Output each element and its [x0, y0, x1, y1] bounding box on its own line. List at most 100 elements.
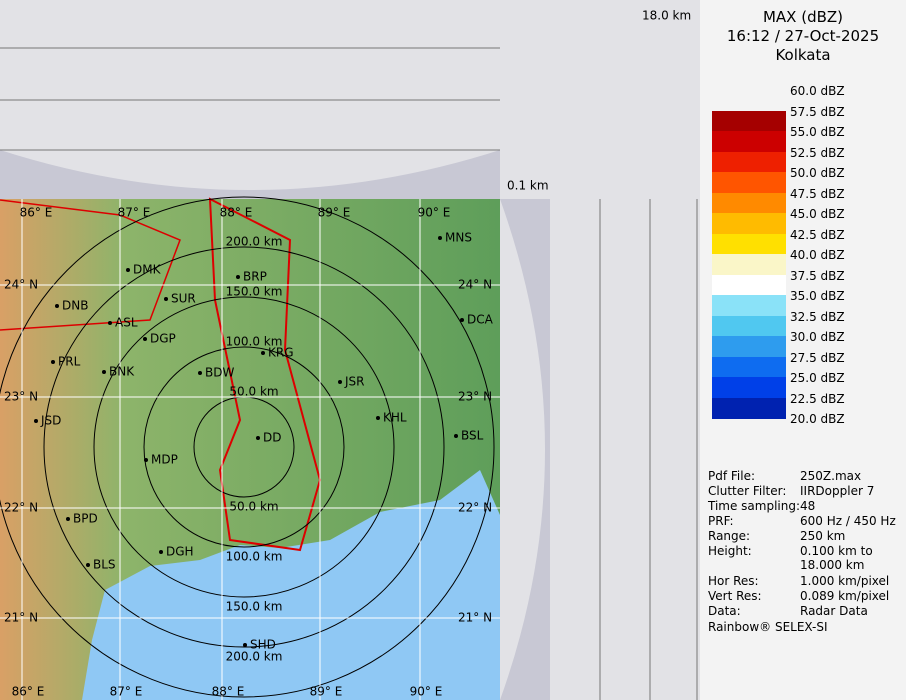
ring-label: 50.0 km	[229, 385, 278, 399]
latitude-label: 24° N	[4, 278, 38, 292]
city-label: MNS	[445, 231, 472, 245]
latitude-label: 22° N	[458, 501, 492, 515]
longitude-label: 89° E	[318, 206, 351, 220]
legend-label: 35.0 dBZ	[790, 289, 845, 303]
legend-swatch	[712, 131, 786, 153]
city-label: JSR	[344, 375, 365, 389]
legend-label: 47.5 dBZ	[790, 186, 845, 201]
city-label: KHL	[383, 411, 407, 425]
meta-label: PRF:	[708, 514, 734, 528]
meta-value: 1.000 km/pixel	[800, 574, 890, 588]
city-dot	[86, 563, 90, 567]
city-dot	[102, 370, 106, 374]
latitude-label: 23° N	[458, 390, 492, 404]
city-dot	[164, 297, 168, 301]
meta-value: 0.089 km/pixel	[800, 589, 890, 603]
station: Kolkata	[775, 46, 831, 64]
legend-label: 42.5 dBZ	[790, 227, 845, 242]
city-dot	[143, 337, 147, 341]
legend-swatch	[712, 274, 786, 296]
legend-swatch	[712, 336, 786, 358]
city-dot	[198, 371, 202, 375]
city-dot	[376, 416, 380, 420]
city-label: KRG	[268, 346, 294, 360]
legend-swatch	[712, 254, 786, 276]
radar-map: 18.0 km 0.1 km 86° E 86° E 87° E 87° E 88° E…	[0, 0, 700, 700]
legend-label: 37.5 dBZ	[790, 268, 845, 283]
legend-label: 25.0 dBZ	[790, 371, 845, 385]
legend-label: 55.0 dBZ	[790, 125, 845, 139]
legend-label: 27.5 dBZ	[790, 350, 845, 365]
ring-label: 50.0 km	[229, 500, 278, 514]
sea	[82, 470, 500, 700]
city-dot	[108, 321, 112, 325]
city-dot	[126, 268, 130, 272]
city-label: BRP	[243, 270, 267, 284]
legend-swatch	[712, 377, 786, 399]
city-dot	[144, 458, 148, 462]
legend-swatch	[712, 233, 786, 255]
city-label: SHD	[250, 638, 276, 652]
city-label: BPD	[73, 512, 98, 526]
meta-label: Vert Res:	[708, 589, 762, 603]
city-dot	[51, 360, 55, 364]
legend-swatch	[712, 397, 786, 419]
city-label: SUR	[171, 292, 196, 306]
meta-value: Radar Data	[800, 604, 868, 618]
meta-value: 600 Hz / 450 Hz	[800, 514, 896, 528]
meta-label: Range:	[708, 529, 751, 543]
ring-label: 200.0 km	[226, 650, 283, 664]
meta-label: Height:	[708, 544, 752, 558]
ring-label: 150.0 km	[226, 600, 283, 614]
longitude-label: 89° E	[310, 685, 343, 699]
city-label: DGH	[166, 545, 194, 559]
city-label: BNK	[109, 365, 135, 379]
latitude-label: 24° N	[458, 278, 492, 292]
city-label: DD	[263, 431, 281, 445]
longitude-label: 86° E	[12, 685, 45, 699]
longitude-label: 88° E	[212, 685, 245, 699]
city-label: DGP	[150, 332, 176, 346]
latitude-label: 21° N	[458, 611, 492, 625]
meta-label: Data:	[708, 604, 741, 618]
city-label: MDP	[151, 453, 178, 467]
city-dot	[55, 304, 59, 308]
meta-label: Pdf File:	[708, 469, 756, 483]
meta-value: IIRDoppler 7	[800, 484, 875, 498]
legend-label: 20.0 dBZ	[790, 412, 845, 426]
range-ring	[93, 296, 395, 598]
border	[0, 199, 181, 331]
legend-swatch	[712, 356, 786, 378]
legend-swatch	[712, 295, 786, 317]
meta-value: 250 km	[800, 529, 846, 543]
city-label: BLS	[93, 558, 116, 572]
meta-value: 0.100 km to 18.000 km	[800, 544, 873, 572]
city-dot	[243, 643, 247, 647]
latitude-label: 23° N	[4, 390, 38, 404]
side-view-cone-right	[500, 199, 550, 700]
legend-label: 60.0 dBZ	[790, 84, 845, 98]
meta-value: 250Z.max	[800, 469, 862, 483]
range-ring	[143, 346, 345, 548]
longitude-label: 90° E	[410, 685, 443, 699]
ring-label: 150.0 km	[226, 285, 283, 299]
city-dot	[338, 380, 342, 384]
side-view-cone-edge	[0, 150, 500, 190]
legend-label: 40.0 dBZ	[790, 248, 845, 262]
longitude-label: 90° E	[418, 206, 451, 220]
meta-value: 48	[800, 499, 816, 513]
meta-label: Hor Res:	[708, 574, 759, 588]
city-label: DMK	[133, 263, 162, 277]
city-dot	[454, 434, 458, 438]
legend-swatch	[712, 151, 786, 173]
city-label: DCA	[467, 313, 494, 327]
city-label: DNB	[62, 299, 88, 313]
latitude-label: 21° N	[4, 611, 38, 625]
city-label: ASL	[115, 316, 138, 330]
info-panel: MAX (dBZ) 16:12 / 27-Oct-2025 Kolkata Ra…	[700, 0, 906, 700]
legend-label: 52.5 dBZ	[790, 145, 845, 160]
footer: Rainbow® SELEX-SI	[708, 620, 828, 634]
ring-label: 200.0 km	[226, 235, 283, 249]
longitude-label: 88° E	[220, 206, 253, 220]
